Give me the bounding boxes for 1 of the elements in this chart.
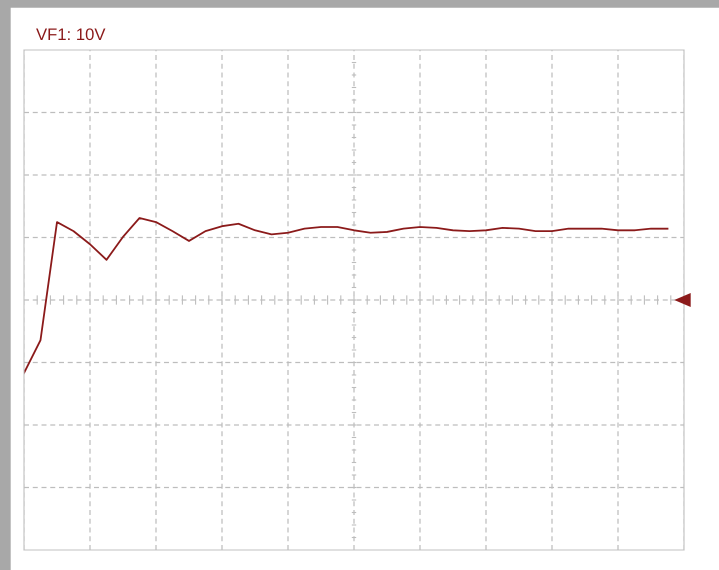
chart-title: VF1: 10V <box>36 28 106 40</box>
